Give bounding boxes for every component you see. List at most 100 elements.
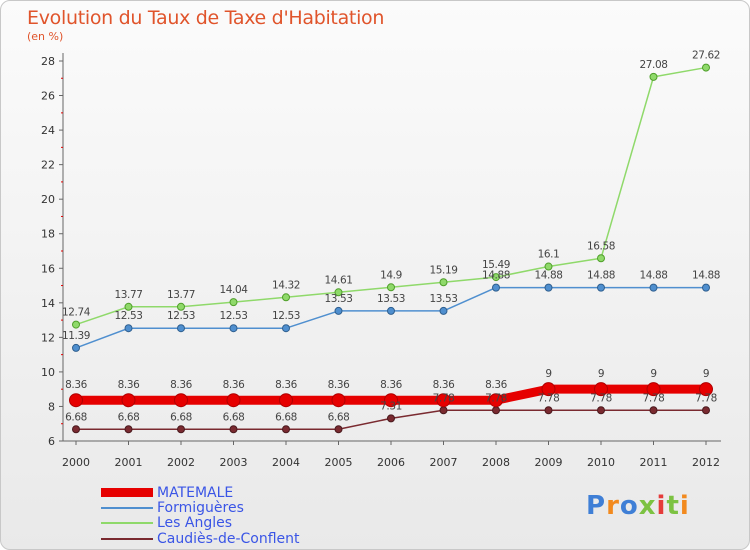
legend-label: Formiguères [157,500,244,516]
data-label: 14.04 [219,284,248,296]
data-label: 9 [598,368,604,380]
data-label: 13.77 [167,289,195,301]
data-point [177,324,185,333]
data-label: 8.36 [223,379,245,391]
data-label: 14.88 [692,270,720,282]
data-label: 12.53 [219,310,247,322]
data-point [544,283,553,292]
legend-swatch [101,538,153,540]
data-label: 9 [703,368,709,380]
data-point [121,393,136,408]
data-point [334,425,343,434]
data-point [702,63,710,72]
data-label: 8.36 [433,379,455,391]
x-tick-label: 2004 [272,456,300,469]
x-tick-label: 2006 [377,456,405,469]
data-label: 7.78 [590,392,612,404]
data-point [594,382,608,397]
chart-subtitle: (en %) [27,30,64,43]
chart-title: Evolution du Taux de Taxe d'Habitation [27,7,385,29]
data-point [229,324,238,333]
x-tick-label: 2008 [482,456,510,469]
data-label: 7.78 [538,392,560,404]
data-point [124,302,133,311]
x-tick-label: 2011 [640,456,668,469]
logo-letter: o [619,491,639,521]
data-label: 8.36 [118,379,140,391]
data-point [541,382,556,397]
legend-label: MATEMALE [157,485,234,501]
data-label: 27.08 [639,59,667,71]
data-label: 13.53 [324,293,352,305]
data-point [649,406,658,415]
logo-letter: P [586,491,607,521]
data-point [597,406,605,415]
x-tick-label: 2007 [430,456,458,469]
data-label: 9 [545,368,551,380]
y-tick-label: 24 [41,124,55,137]
legend-item-caudies: Caudiès-de-Conflent [101,531,361,548]
data-label: 7.78 [695,392,717,404]
data-label: 7.78 [643,392,665,404]
data-point [331,393,346,408]
data-point [387,306,395,315]
data-point [646,382,661,397]
data-label: 8.36 [328,379,350,391]
data-label: 14.88 [534,270,562,282]
x-tick-label: 2002 [167,456,195,469]
data-point [387,414,395,423]
data-point [492,283,500,292]
logo-letter: i [679,491,690,521]
data-point [124,324,133,333]
data-point [229,425,238,434]
data-point [544,262,553,271]
data-label: 6.68 [118,411,140,423]
data-label: 7.78 [433,392,455,404]
y-tick-label: 8 [48,400,55,413]
data-point [544,406,553,415]
data-label: 15.19 [429,264,457,276]
legend-label: Les Angles [157,515,233,531]
data-label: 12.74 [62,307,91,319]
data-point [282,324,290,333]
data-label: 9 [650,368,656,380]
y-tick-label: 20 [41,193,55,206]
data-point [334,288,343,297]
data-point [492,406,500,415]
data-point [387,283,395,292]
legend-swatch [101,522,153,524]
y-tick-label: 18 [41,228,55,241]
data-label: 13.77 [114,289,142,301]
data-label: 6.68 [170,411,192,423]
data-label: 14.9 [380,269,402,281]
data-label: 12.53 [272,310,300,322]
x-tick-label: 2005 [325,456,353,469]
data-point [124,425,133,434]
data-point [177,425,185,434]
y-tick-label: 28 [41,55,55,68]
data-point [72,343,80,352]
data-label: 14.88 [482,270,510,282]
data-point [177,302,185,311]
y-tick-label: 16 [41,262,55,275]
data-point [439,306,448,315]
data-label: 7.78 [485,392,507,404]
data-point [279,393,293,408]
data-label: 8.36 [65,379,87,391]
legend-item-les-angles: Les Angles [101,515,361,532]
data-point [649,72,658,81]
data-point [439,278,448,287]
legend-item-formigueres: Formiguères [101,500,361,517]
x-tick-label: 2000 [62,456,90,469]
data-point [72,425,80,434]
data-label: 8.36 [380,379,402,391]
data-label: 7.31 [380,400,402,412]
y-tick-label: 22 [41,159,55,172]
data-label: 16.1 [538,249,560,261]
y-tick-label: 26 [41,90,55,103]
data-label: 14.32 [272,279,300,291]
data-point [174,393,188,408]
data-point [702,406,710,415]
x-tick-label: 2003 [220,456,248,469]
